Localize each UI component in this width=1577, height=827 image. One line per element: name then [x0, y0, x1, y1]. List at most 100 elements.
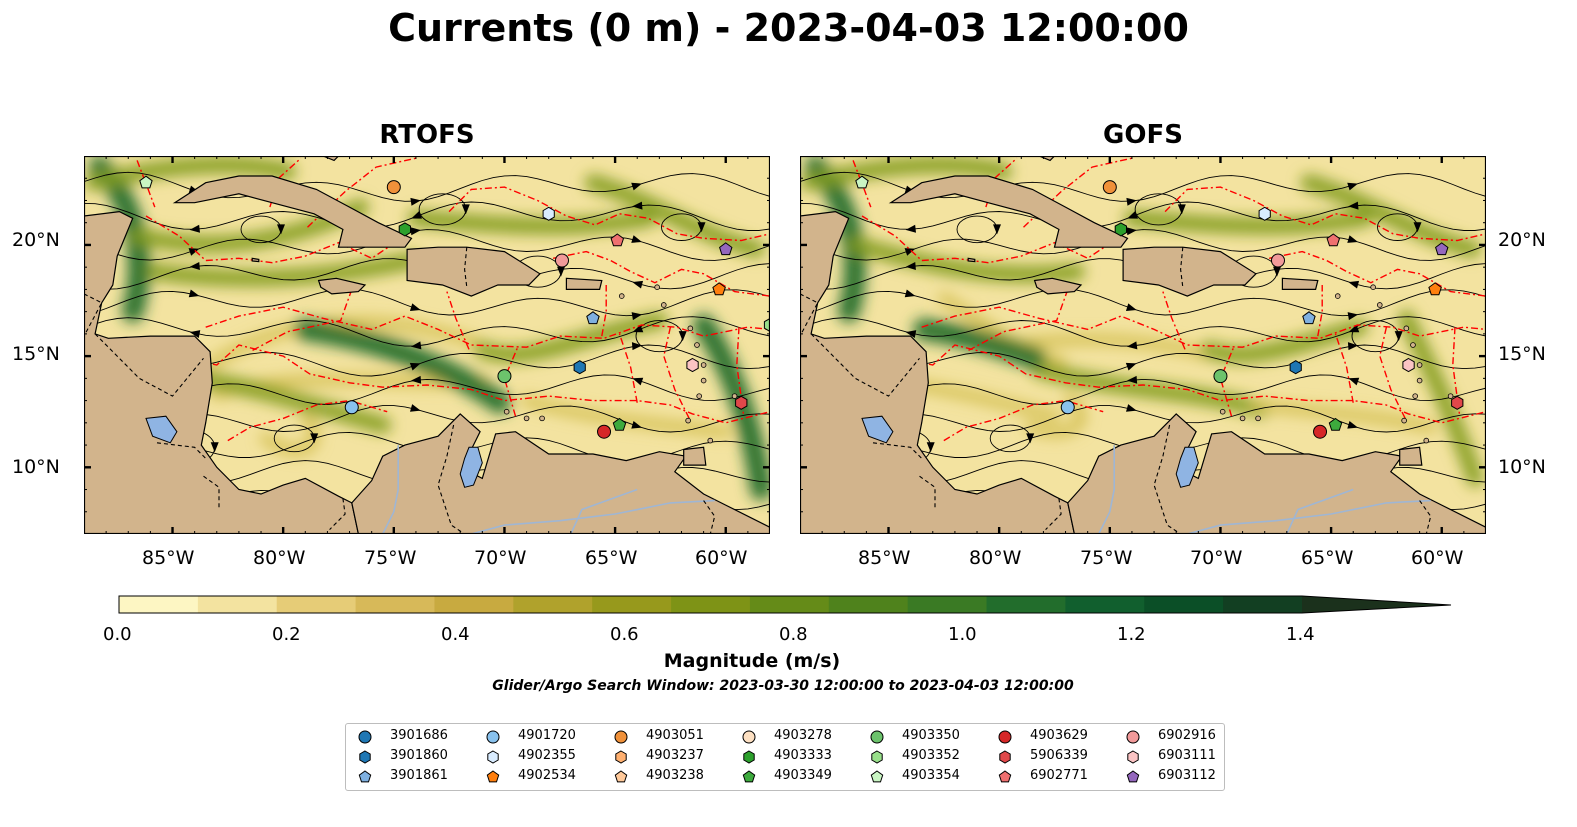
streamline-arrow	[1348, 201, 1359, 210]
legend-marker-shape	[998, 730, 1012, 744]
colorbar-outline	[118, 595, 1452, 614]
lon-tick-label: 80°W	[253, 547, 306, 569]
legend-marker	[1126, 770, 1140, 783]
land-jamaica	[1033, 277, 1083, 295]
map-frame	[84, 156, 770, 534]
lon-tick-label: 65°W	[585, 547, 638, 569]
colorbar-segment	[434, 596, 514, 613]
legend-label: 5906339	[1030, 748, 1088, 763]
colorbar-segment	[907, 596, 988, 613]
land-puerto-rico	[1281, 277, 1319, 290]
legend-marker-shape	[1126, 730, 1140, 744]
small-island	[685, 417, 691, 424]
eez-line	[921, 306, 1486, 348]
lake-nicaragua	[145, 415, 178, 444]
map-frame	[800, 156, 1486, 534]
eez-line	[183, 344, 770, 424]
border-line	[156, 442, 207, 459]
colorbar-tick-label: 0.0	[103, 624, 132, 645]
small-island	[1376, 302, 1383, 308]
river	[381, 445, 400, 534]
legend-marker	[742, 730, 756, 744]
streamline-arrow	[1394, 331, 1403, 342]
land-trinidad	[1399, 446, 1423, 466]
legend-marker-shape	[358, 770, 372, 783]
streamline-arrow	[905, 330, 917, 338]
legend-marker-shape	[870, 770, 884, 783]
river	[1097, 445, 1116, 534]
current-band	[584, 174, 766, 258]
legend-marker	[358, 770, 372, 783]
streamline-arrow	[632, 201, 643, 210]
small-island	[660, 302, 667, 308]
colorbar-segment	[355, 596, 436, 613]
float-3901860-marker	[1289, 360, 1302, 375]
lat-tick-label: 10°N	[12, 456, 60, 478]
small-island	[1219, 408, 1226, 415]
legend-label: 4902355	[518, 748, 576, 763]
streamline-arrow	[632, 280, 644, 289]
streamline-arrow	[1347, 182, 1358, 191]
float-4901720-marker	[1060, 400, 1075, 415]
eez-line	[249, 289, 353, 353]
streamline-arrow	[1348, 377, 1360, 386]
legend-marker	[1126, 730, 1140, 744]
streamline-arrow	[631, 312, 643, 321]
streamline-arrow	[1126, 227, 1137, 236]
float-4903354-marker	[855, 175, 869, 189]
lon-tick-label: 85°W	[142, 547, 195, 569]
legend-marker-shape	[615, 750, 627, 764]
streamline-arrow	[1126, 341, 1138, 350]
lat-tick-label: 15°N	[12, 343, 60, 365]
legend-marker-shape	[1126, 770, 1140, 783]
legend-marker-shape	[1127, 750, 1139, 764]
float-4903051-marker	[1102, 180, 1117, 195]
eez-line	[145, 215, 399, 264]
legend-marker-shape	[487, 750, 499, 764]
float-4901720-marker	[344, 400, 359, 415]
eez-line	[503, 346, 519, 417]
legend-marker	[870, 770, 884, 783]
streamline-arrow	[1347, 312, 1359, 321]
lake-maracaibo	[1175, 446, 1199, 488]
small-island	[1239, 415, 1246, 422]
small-island	[1403, 325, 1410, 332]
float-4902355-marker	[542, 206, 555, 221]
lon-tick-label: 65°W	[1301, 547, 1354, 569]
small-island	[731, 393, 738, 399]
lon-tick-label: 75°W	[1080, 547, 1133, 569]
legend-marker	[487, 750, 499, 764]
streamline-arrow	[631, 420, 643, 429]
legend-marker-shape	[614, 730, 628, 744]
streamline-arrow	[1177, 204, 1186, 215]
streamline-arrow	[631, 342, 643, 351]
legend-label: 3901686	[390, 728, 448, 743]
eez-line	[861, 215, 1115, 264]
legend-marker	[486, 730, 500, 744]
float-6902771-marker	[610, 233, 625, 247]
gofs-panel-title: GOFS	[1103, 120, 1183, 150]
float-4903354-marker	[139, 175, 153, 189]
current-band	[800, 156, 1013, 192]
lat-tick-label: 20°N	[1498, 229, 1546, 251]
land-trinidad	[683, 446, 707, 466]
eez-line	[899, 344, 1486, 424]
lake-maracaibo	[459, 446, 483, 488]
streamline-arrow	[1126, 404, 1137, 412]
legend-marker-shape	[999, 750, 1011, 764]
land-hispaniola	[406, 246, 541, 297]
float-4903349-marker	[1328, 417, 1343, 431]
land-jamaica	[317, 277, 367, 295]
colorbar-tick-label: 0.6	[610, 624, 639, 645]
rtofs-map-panel	[84, 156, 770, 534]
legend-label: 4903629	[1030, 728, 1088, 743]
lon-tick-label: 60°W	[695, 547, 748, 569]
lon-tick-label: 85°W	[858, 547, 911, 569]
float-6903111-marker	[686, 357, 699, 373]
streamline-arrow	[409, 362, 421, 371]
legend-marker-shape	[614, 770, 628, 783]
colorbar-tick-label: 1.2	[1117, 624, 1146, 645]
streamline-arrow	[310, 433, 319, 444]
eez-line	[965, 289, 1069, 353]
lon-tick-label: 75°W	[364, 547, 417, 569]
